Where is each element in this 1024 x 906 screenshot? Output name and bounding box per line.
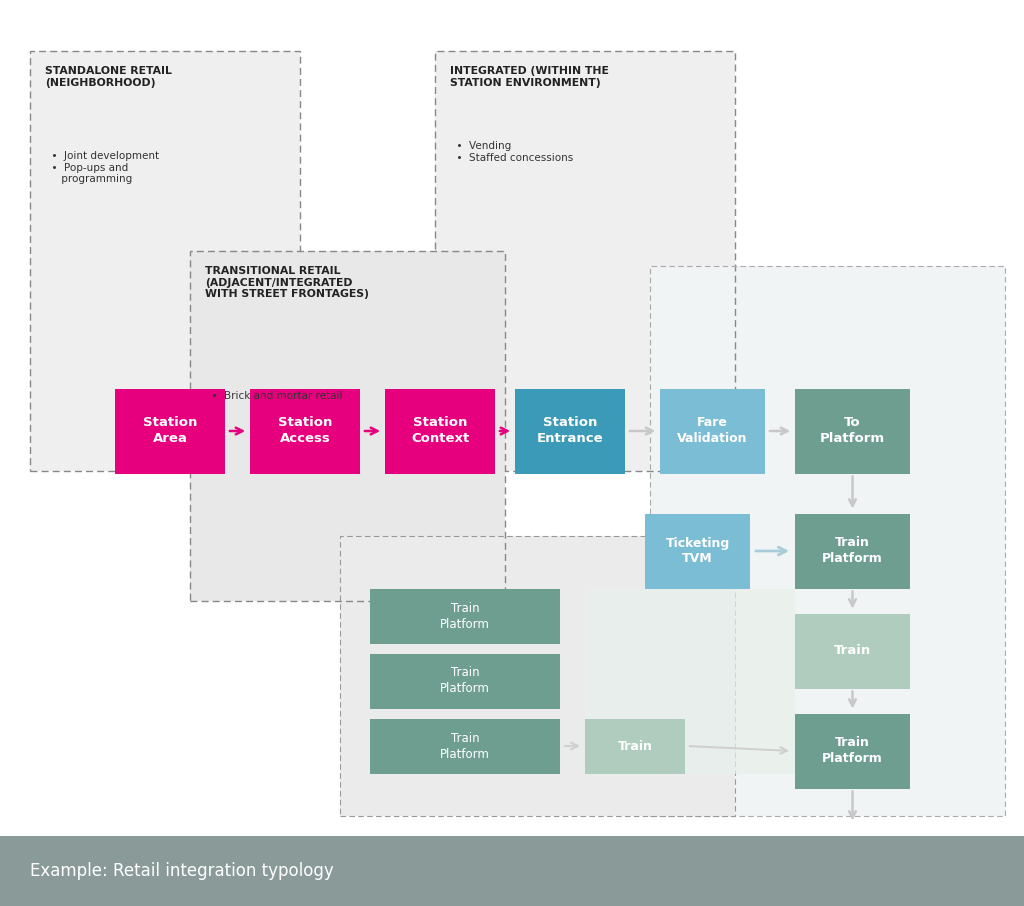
- Bar: [370, 653, 560, 708]
- Bar: [385, 389, 495, 474]
- Bar: [585, 589, 795, 774]
- Text: To
Platform: To Platform: [820, 417, 885, 446]
- Bar: [795, 389, 910, 474]
- Bar: [115, 389, 225, 474]
- Text: Train
Platform: Train Platform: [440, 731, 489, 760]
- Text: Train
Platform: Train Platform: [822, 536, 883, 565]
- Text: Station
Entrance: Station Entrance: [537, 417, 603, 446]
- Bar: [585, 718, 685, 774]
- Text: •  Joint development
  •  Pop-ups and
     programming: • Joint development • Pop-ups and progra…: [45, 151, 159, 184]
- Bar: [515, 389, 625, 474]
- Bar: [370, 718, 560, 774]
- Bar: [370, 589, 560, 643]
- Text: Fare
Validation: Fare Validation: [677, 417, 748, 446]
- Bar: [435, 51, 735, 471]
- Text: Train: Train: [617, 739, 652, 753]
- Text: Train: Train: [834, 644, 871, 658]
- Bar: [795, 613, 910, 689]
- Text: Train
Platform: Train Platform: [440, 602, 489, 631]
- Text: •  Brick and mortar retail: • Brick and mortar retail: [205, 391, 342, 401]
- Bar: [650, 266, 1005, 816]
- Text: Train
Platform: Train Platform: [440, 667, 489, 696]
- Bar: [435, 51, 735, 471]
- Bar: [30, 51, 300, 471]
- Bar: [0, 836, 1024, 906]
- Bar: [645, 514, 750, 589]
- Text: Train
Platform: Train Platform: [822, 737, 883, 766]
- Text: •  Vending
  •  Staffed concessions: • Vending • Staffed concessions: [450, 141, 573, 162]
- Bar: [190, 251, 505, 601]
- Text: Station
Area: Station Area: [142, 417, 198, 446]
- Text: INTEGRATED (WITHIN THE
STATION ENVIRONMENT): INTEGRATED (WITHIN THE STATION ENVIRONME…: [450, 66, 609, 88]
- Text: TRANSITIONAL RETAIL
(ADJACENT/INTEGRATED
WITH STREET FRONTAGES): TRANSITIONAL RETAIL (ADJACENT/INTEGRATED…: [205, 266, 369, 299]
- Text: STANDALONE RETAIL
(NEIGHBORHOOD): STANDALONE RETAIL (NEIGHBORHOOD): [45, 66, 172, 88]
- Text: Ticketing
TVM: Ticketing TVM: [666, 536, 730, 565]
- Bar: [250, 389, 360, 474]
- Bar: [650, 266, 1005, 816]
- Bar: [30, 51, 300, 471]
- Text: Station
Context: Station Context: [411, 417, 469, 446]
- Bar: [660, 389, 765, 474]
- Text: Station
Access: Station Access: [278, 417, 332, 446]
- Bar: [795, 714, 910, 788]
- Bar: [190, 251, 505, 601]
- Bar: [340, 536, 735, 816]
- Bar: [340, 536, 735, 816]
- Bar: [795, 514, 910, 589]
- Text: Example: Retail integration typology: Example: Retail integration typology: [30, 862, 334, 880]
